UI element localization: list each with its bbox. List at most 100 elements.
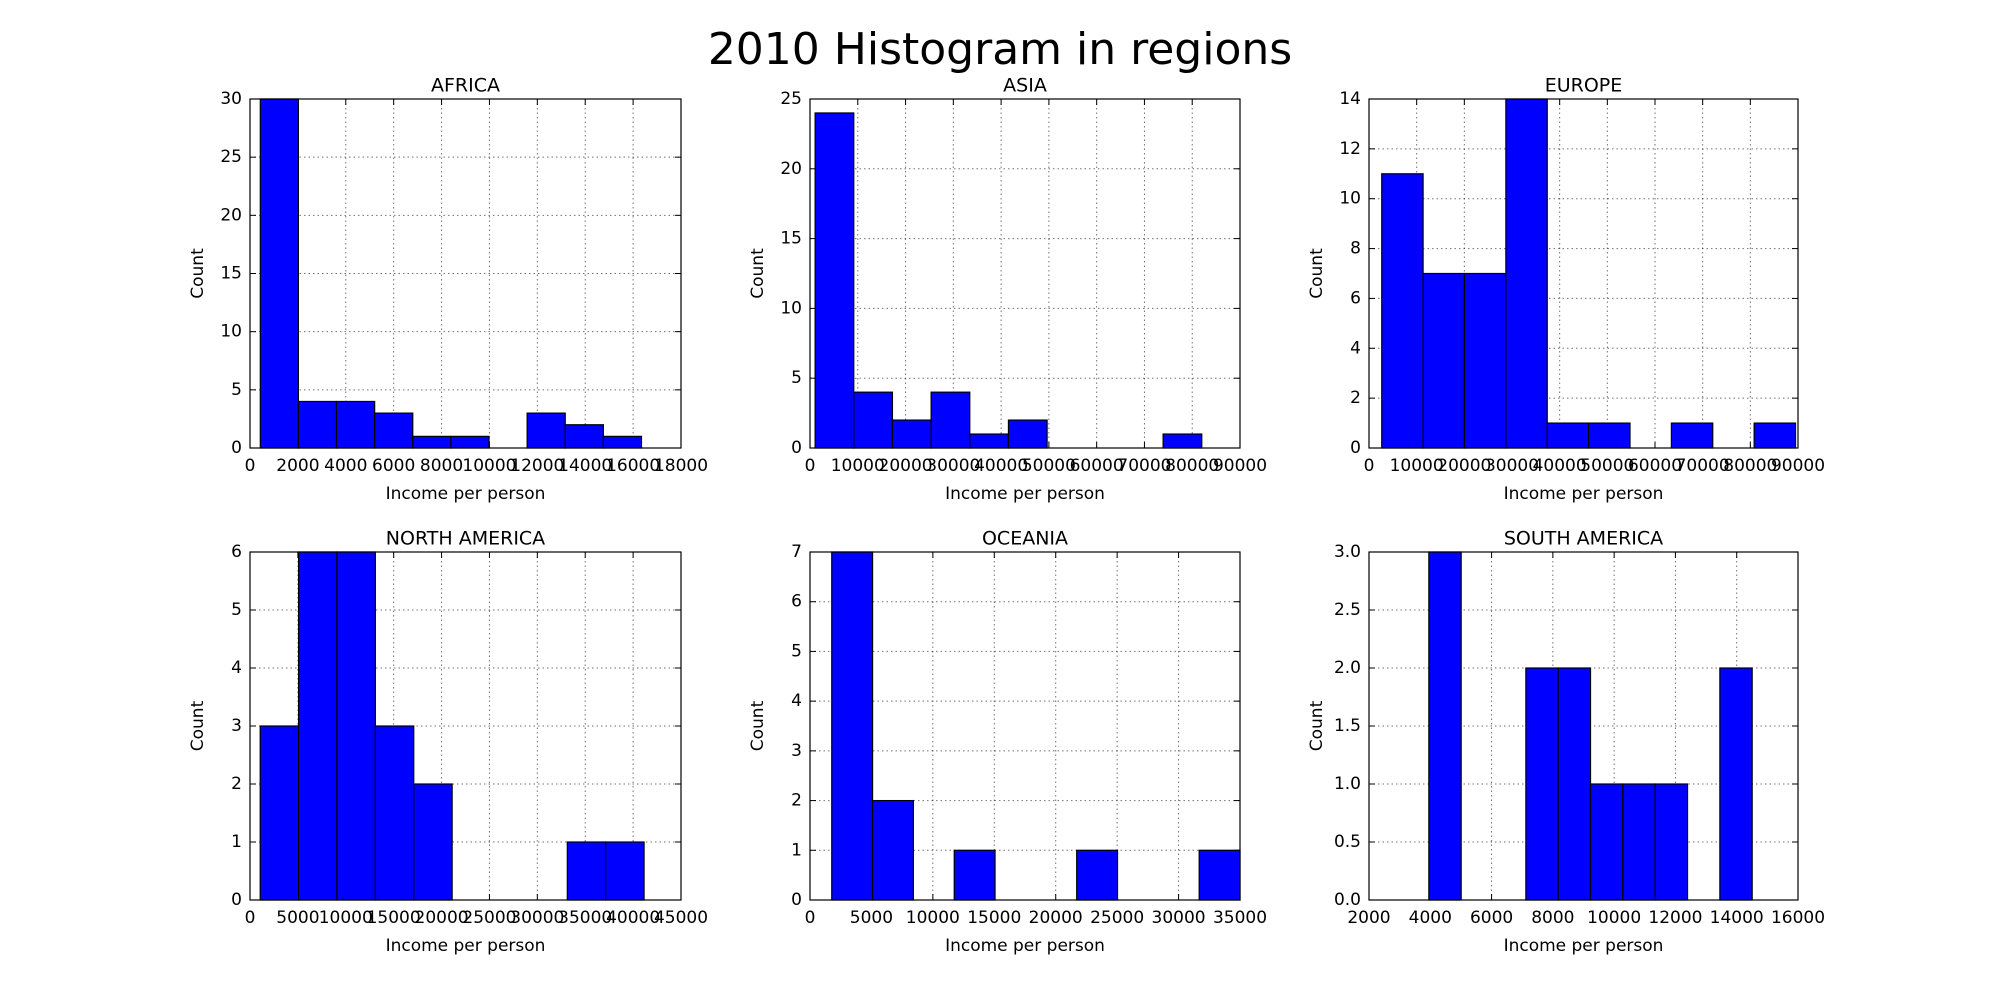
subplot-title: AFRICA [431,75,500,97]
x-tick-label: 4000 [324,456,367,476]
x-tick-label: 90000 [1213,456,1267,476]
y-axis-label: Count [1307,248,1327,299]
x-tick-label: 15000 [367,908,421,928]
x-axis-label: Income per person [1504,936,1664,956]
bar [374,725,415,901]
y-tick-label: 1.0 [1334,774,1361,794]
bar [1589,783,1624,901]
x-axis-label: Income per person [945,936,1105,956]
y-tick-label: 6 [1350,288,1361,308]
x-tick-label: 0 [245,456,256,476]
y-tick-label: 20 [780,159,802,179]
bar [831,551,874,901]
y-tick-label: 10 [780,298,802,318]
bar [602,435,643,449]
x-tick-label: 30000 [1152,908,1206,928]
y-tick-label: 1.5 [1334,716,1361,736]
x-tick-label: 6000 [372,456,415,476]
y-tick-label: 2 [1350,388,1361,408]
x-tick-label: 70000 [1117,456,1171,476]
y-tick-label: 2 [231,774,242,794]
y-tick-label: 1 [791,840,802,860]
x-tick-label: 70000 [1676,456,1730,476]
y-tick-label: 1 [231,832,242,852]
x-tick-label: 0 [805,908,816,928]
bar [1525,667,1559,901]
x-tick-label: 20000 [1437,456,1491,476]
plot-frame [809,551,1241,901]
bar [566,841,607,901]
subplot: 0 5000 10000 15000 20000 25000 30000 35000 0 1 2 3 4… [748,528,1267,957]
x-tick-label: 30000 [1485,456,1539,476]
x-tick-label: 2000 [276,456,319,476]
x-tick-label: 90000 [1771,456,1825,476]
x-tick-label: 2000 [1347,908,1390,928]
y-axis-label: Count [748,700,768,751]
y-axis-label: Count [188,248,208,299]
bar [1162,433,1203,449]
bar [814,112,855,449]
y-tick-label: 7 [791,542,802,562]
subplot: 0 100002000030000400005000060000700008000… [748,75,1267,505]
x-tick-label: 10000 [1390,456,1444,476]
x-tick-label: 20000 [415,908,469,928]
x-tick-label: 30000 [926,456,980,476]
x-tick-label: 30000 [510,908,564,928]
x-tick-label: 10000 [462,456,516,476]
bar [1719,667,1753,901]
bar [930,391,971,449]
x-tick-label: 35000 [558,908,612,928]
bar [259,725,300,901]
x-tick-label: 60000 [1070,456,1124,476]
x-tick-label: 20000 [1029,908,1083,928]
y-tick-label: 5 [791,368,802,388]
y-tick-label: 8 [1350,239,1361,259]
x-tick-label: 80000 [1165,456,1219,476]
x-tick-label: 50000 [1580,456,1634,476]
x-tick-label: 0 [1364,456,1375,476]
plot-frame [809,98,1241,449]
x-tick-label: 5000 [850,908,893,928]
bar [374,412,414,449]
x-tick-label: 16000 [606,456,660,476]
bar [953,849,996,901]
bar [1622,783,1656,901]
bar [413,783,453,901]
x-tick-label: 5000 [276,908,319,928]
bar [412,435,452,449]
bar [1557,667,1592,901]
x-tick-label: 15000 [967,908,1021,928]
x-tick-label: 6000 [1470,908,1513,928]
y-tick-label: 15 [220,264,242,284]
y-axis-label: Count [748,248,768,299]
x-tick-label: 14000 [1710,908,1764,928]
bar [1588,422,1631,449]
y-tick-label: 4 [1350,338,1361,358]
y-tick-label: 0 [231,890,242,910]
x-tick-label: 12000 [1648,908,1702,928]
subplot: 0 5000 10000150002000025000300003500040000… [188,528,708,957]
y-tick-label: 3.0 [1334,542,1361,562]
y-tick-label: 6 [791,592,802,612]
bar [1198,849,1241,901]
subplot: 2000 4000 6000 8000 10000 12000 14000 16000 0.0 0… [1307,528,1825,957]
x-tick-label: 10000 [906,908,960,928]
bar [1076,849,1119,901]
plot-frame [1368,551,1799,901]
y-tick-label: 5 [231,380,242,400]
x-axis-label: Income per person [386,484,546,504]
x-tick-label: 4000 [1409,908,1452,928]
bar [1753,422,1797,449]
x-tick-label: 0 [245,908,256,928]
y-tick-label: 0.5 [1334,832,1361,852]
x-tick-label: 40000 [606,908,660,928]
bar [605,841,645,901]
x-axis-label: Income per person [1504,484,1664,504]
bar [259,98,300,449]
y-tick-label: 15 [780,229,802,249]
x-tick-label: 60000 [1628,456,1682,476]
y-axis-label: Count [188,700,208,751]
plot-frame [249,551,682,901]
x-tick-label: 10000 [831,456,885,476]
